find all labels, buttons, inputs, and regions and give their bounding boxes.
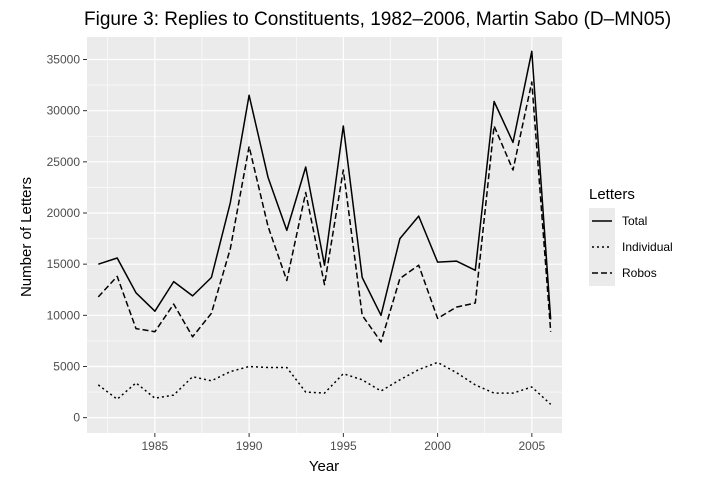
series-line-individual xyxy=(97,361,552,405)
legend-label-total: Total xyxy=(622,214,647,228)
y-tick-label: 25000 xyxy=(47,155,81,169)
y-tick-label: 0 xyxy=(73,411,80,425)
x-axis-title: Year xyxy=(309,458,339,475)
y-tick-label: 15000 xyxy=(47,257,81,271)
y-tick-label: 20000 xyxy=(47,206,81,220)
x-tick-label: 1995 xyxy=(330,439,357,453)
x-tick-label: 2005 xyxy=(518,439,545,453)
plot-panel xyxy=(87,37,562,433)
legend-title: Letters xyxy=(589,186,635,203)
series-line-total xyxy=(98,50,552,320)
legend-label-robos: Robos xyxy=(622,266,657,280)
y-tick-label: 35000 xyxy=(47,53,81,67)
series-lines xyxy=(97,50,552,405)
y-tick-label: 10000 xyxy=(47,308,81,322)
x-axis-ticks: 1985 1990 1995 2000 2005 xyxy=(142,433,546,453)
series-line-robos xyxy=(97,81,552,343)
chart-title: Figure 3: Replies to Constituents, 1982–… xyxy=(84,9,671,30)
grid-major xyxy=(87,37,562,433)
y-axis-title: Number of Letters xyxy=(18,177,35,297)
y-axis-ticks: 0 5000 10000 15000 20000 25000 30000 35000 xyxy=(47,53,87,425)
x-tick-label: 1990 xyxy=(236,439,263,453)
y-tick-label: 5000 xyxy=(53,359,80,373)
x-tick-label: 2000 xyxy=(424,439,451,453)
legend-label-individual: Individual xyxy=(622,240,673,254)
x-tick-label: 1985 xyxy=(142,439,169,453)
y-tick-label: 30000 xyxy=(47,104,81,118)
legend: Letters Total Individual Robos xyxy=(589,186,673,286)
